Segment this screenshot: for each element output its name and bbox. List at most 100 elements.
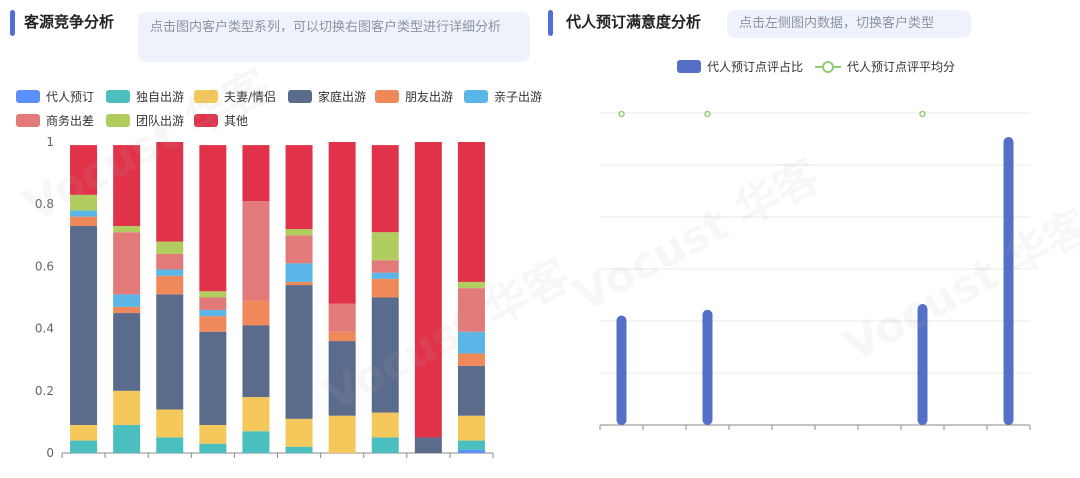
legend-swatch bbox=[16, 90, 40, 103]
bar-segment bbox=[285, 229, 313, 236]
line-point bbox=[919, 110, 926, 118]
legend-item[interactable]: 商务出差 bbox=[16, 112, 94, 129]
legend-label: 独自出游 bbox=[136, 90, 185, 104]
y-tick-label: 1 bbox=[46, 135, 54, 149]
bar-segment bbox=[113, 232, 141, 295]
bar-segment bbox=[457, 331, 485, 354]
y-tick-label: 0.6 bbox=[35, 259, 54, 273]
bar-segment bbox=[457, 288, 485, 332]
hint-box: 点击图内客户类型系列，可以切换右图客户类型进行详细分析 bbox=[138, 12, 530, 62]
line-point bbox=[618, 110, 625, 118]
legend-swatch bbox=[288, 90, 312, 103]
bar-segment bbox=[457, 281, 485, 289]
legend-label: 代人预订点评占比 bbox=[707, 60, 804, 74]
hint-box: 点击左侧图内数据，切换客户类型 bbox=[727, 10, 971, 38]
bar-segment bbox=[156, 241, 184, 254]
legend-item[interactable]: 代人预订点评平均分 bbox=[815, 58, 955, 75]
bar-segment bbox=[285, 145, 313, 230]
legend-line-marker bbox=[815, 60, 841, 73]
legend-item[interactable]: 代人预订 bbox=[16, 88, 94, 105]
legend-label: 其他 bbox=[224, 114, 249, 128]
bar-segment bbox=[371, 278, 399, 298]
legend-swatch bbox=[194, 114, 218, 127]
y-tick-label: 0.2 bbox=[35, 384, 54, 398]
bar-segment bbox=[113, 390, 141, 426]
bar-segment bbox=[371, 260, 399, 273]
bar-segment bbox=[328, 415, 356, 453]
bar-segment bbox=[199, 291, 227, 298]
bar-segment bbox=[199, 443, 227, 453]
bar-segment bbox=[156, 253, 184, 270]
y-tick-label: 0 bbox=[46, 446, 54, 460]
stacked-bar-chart: 0 0.2 0.4 0.6 0.8 1 bbox=[35, 135, 494, 460]
legend-swatch bbox=[106, 114, 130, 127]
legend-label: 团队出游 bbox=[136, 114, 185, 128]
bar-segment bbox=[156, 437, 184, 453]
bar-segment bbox=[199, 316, 227, 332]
bar-segment bbox=[242, 300, 270, 326]
legend-item[interactable]: 夫妻/情侣 bbox=[194, 88, 276, 105]
legend-item[interactable]: 朋友出游 bbox=[375, 88, 453, 105]
bar bbox=[702, 309, 713, 425]
section-title: 代人预订满意度分析 bbox=[566, 13, 702, 31]
bar-segment bbox=[285, 285, 313, 419]
bar-segment bbox=[113, 225, 141, 233]
bar-segment bbox=[199, 297, 227, 310]
bar bbox=[616, 315, 627, 425]
legend-item[interactable]: 家庭出游 bbox=[288, 88, 366, 105]
bar-segment bbox=[156, 294, 184, 410]
legend-item[interactable]: 独自出游 bbox=[106, 88, 184, 105]
legend-label: 代人预订 bbox=[46, 90, 95, 104]
legend-item[interactable]: 亲子出游 bbox=[464, 88, 542, 105]
bar-segment bbox=[328, 303, 356, 332]
bar-segment bbox=[70, 216, 98, 226]
bar-segment bbox=[199, 145, 227, 292]
legend-swatch bbox=[194, 90, 218, 103]
bar-segment bbox=[113, 306, 141, 314]
bar-segment bbox=[113, 145, 141, 226]
legend-swatch bbox=[677, 60, 701, 73]
bar-segment bbox=[113, 294, 141, 307]
legend-label: 代人预订点评平均分 bbox=[847, 60, 956, 74]
bar-segment bbox=[371, 145, 399, 233]
bar-segment bbox=[371, 437, 399, 453]
legend-label: 亲子出游 bbox=[494, 90, 543, 104]
bar-segment bbox=[242, 431, 270, 453]
bar-segment bbox=[371, 412, 399, 438]
bar-segment bbox=[70, 425, 98, 441]
bar-segment bbox=[113, 313, 141, 391]
bar-segment bbox=[242, 325, 270, 398]
bar-segment bbox=[457, 440, 485, 450]
bar-segment bbox=[414, 142, 442, 438]
bar-segment bbox=[328, 142, 356, 304]
bar-segment bbox=[70, 145, 98, 195]
bar-segment bbox=[70, 225, 98, 426]
bar-segment bbox=[285, 446, 313, 453]
bar-segment bbox=[457, 142, 485, 282]
bar-segment bbox=[199, 309, 227, 317]
bar-segment bbox=[285, 263, 313, 282]
customer-source-panel: 客源竞争分析 点击图内客户类型系列，可以切换右图客户类型进行详细分析 代人预订 独… bbox=[10, 10, 542, 460]
legend-label: 夫妻/情侣 bbox=[224, 90, 277, 104]
bar-segment bbox=[285, 235, 313, 264]
bar-segment bbox=[328, 341, 356, 416]
bar-segment bbox=[371, 272, 399, 279]
bar-segment bbox=[70, 440, 98, 453]
legend-item[interactable]: 代人预订点评占比 bbox=[677, 58, 803, 75]
bar-segment bbox=[457, 415, 485, 441]
legend-label: 家庭出游 bbox=[318, 90, 367, 104]
bar-segment bbox=[414, 437, 442, 453]
bar-segment bbox=[242, 145, 270, 202]
legend-swatch bbox=[16, 114, 40, 127]
bar-segment bbox=[156, 409, 184, 438]
bar-segment bbox=[156, 269, 184, 276]
legend-item[interactable]: 团队出游 bbox=[106, 112, 184, 129]
legend-swatch bbox=[375, 90, 399, 103]
section-title: 客源竞争分析 bbox=[24, 13, 115, 31]
bar-segment bbox=[371, 232, 399, 261]
bar-segment bbox=[457, 353, 485, 366]
legend-item[interactable]: 其他 bbox=[194, 112, 248, 129]
bar-segment bbox=[328, 331, 356, 342]
bar bbox=[1003, 137, 1014, 425]
legend-swatch bbox=[106, 90, 130, 103]
